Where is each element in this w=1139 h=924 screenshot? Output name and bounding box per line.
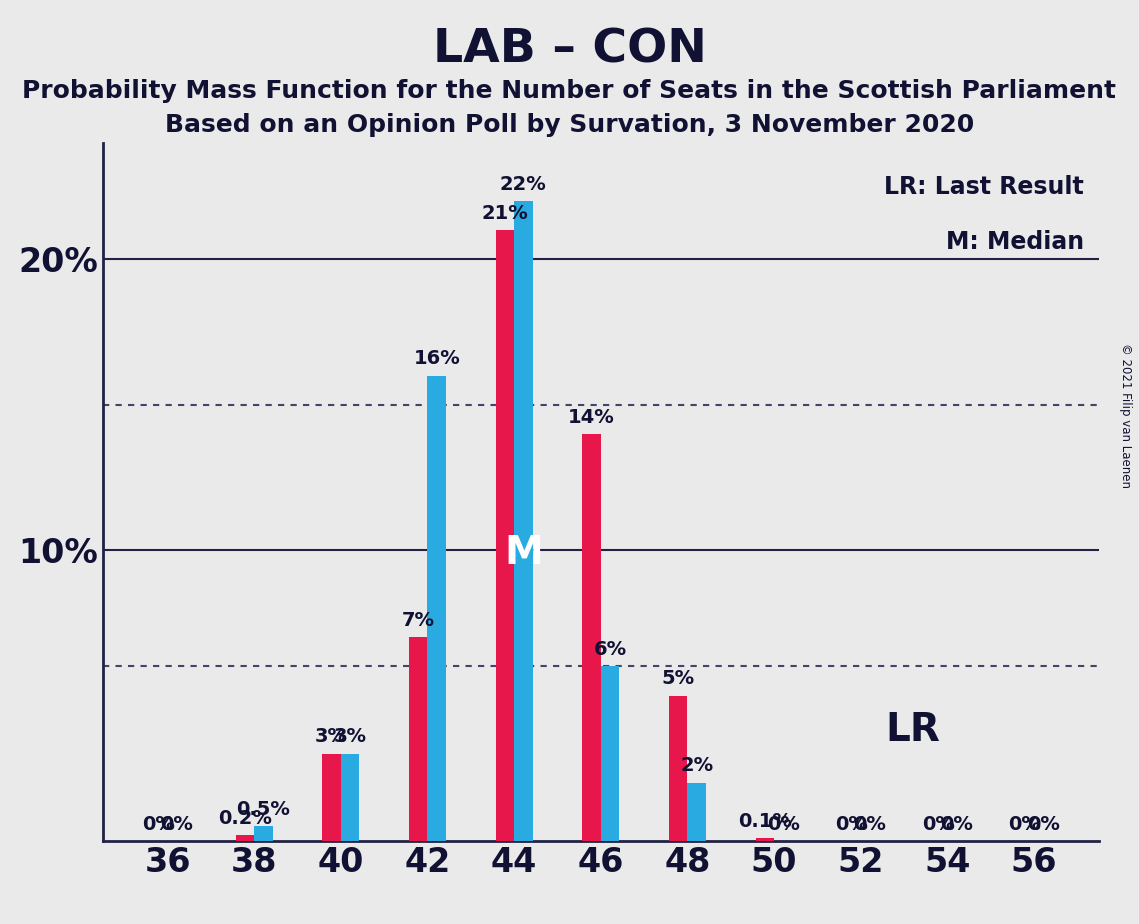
Bar [254,826,272,841]
Bar [688,783,706,841]
Text: 0%: 0% [853,815,886,833]
Bar [236,835,254,841]
Bar [669,696,688,841]
Text: 14%: 14% [568,407,615,427]
Text: M: Median: M: Median [947,230,1084,254]
Text: 16%: 16% [413,349,460,369]
Text: 0%: 0% [941,815,973,833]
Text: 0.1%: 0.1% [738,811,792,831]
Text: 0%: 0% [1027,815,1059,833]
Text: 3%: 3% [334,727,367,747]
Bar [756,838,775,841]
Text: 0.2%: 0.2% [218,808,272,828]
Text: 0.5%: 0.5% [237,800,290,819]
Text: © 2021 Filip van Laenen: © 2021 Filip van Laenen [1118,344,1132,488]
Text: Based on an Opinion Poll by Survation, 3 November 2020: Based on an Opinion Poll by Survation, 3… [165,113,974,137]
Text: 0%: 0% [921,815,954,833]
Text: M: M [503,534,543,572]
Text: 7%: 7% [402,611,435,630]
Text: LR: Last Result: LR: Last Result [885,175,1084,199]
Text: 21%: 21% [482,204,528,224]
Text: 5%: 5% [662,669,695,688]
Bar [514,201,533,841]
Bar [582,434,600,841]
Bar [495,230,514,841]
Text: Probability Mass Function for the Number of Seats in the Scottish Parliament: Probability Mass Function for the Number… [23,79,1116,103]
Text: 0%: 0% [835,815,868,833]
Bar [409,638,427,841]
Text: 3%: 3% [316,727,349,747]
Bar [322,754,341,841]
Text: 0%: 0% [161,815,194,833]
Text: 0%: 0% [767,815,800,833]
Text: 0%: 0% [142,815,174,833]
Bar [427,376,445,841]
Text: 22%: 22% [500,175,547,194]
Text: 6%: 6% [593,640,626,659]
Bar [600,666,620,841]
Text: LR: LR [885,711,941,749]
Text: LAB – CON: LAB – CON [433,28,706,73]
Text: 0%: 0% [1008,815,1041,833]
Text: 2%: 2% [680,757,713,775]
Bar [341,754,359,841]
